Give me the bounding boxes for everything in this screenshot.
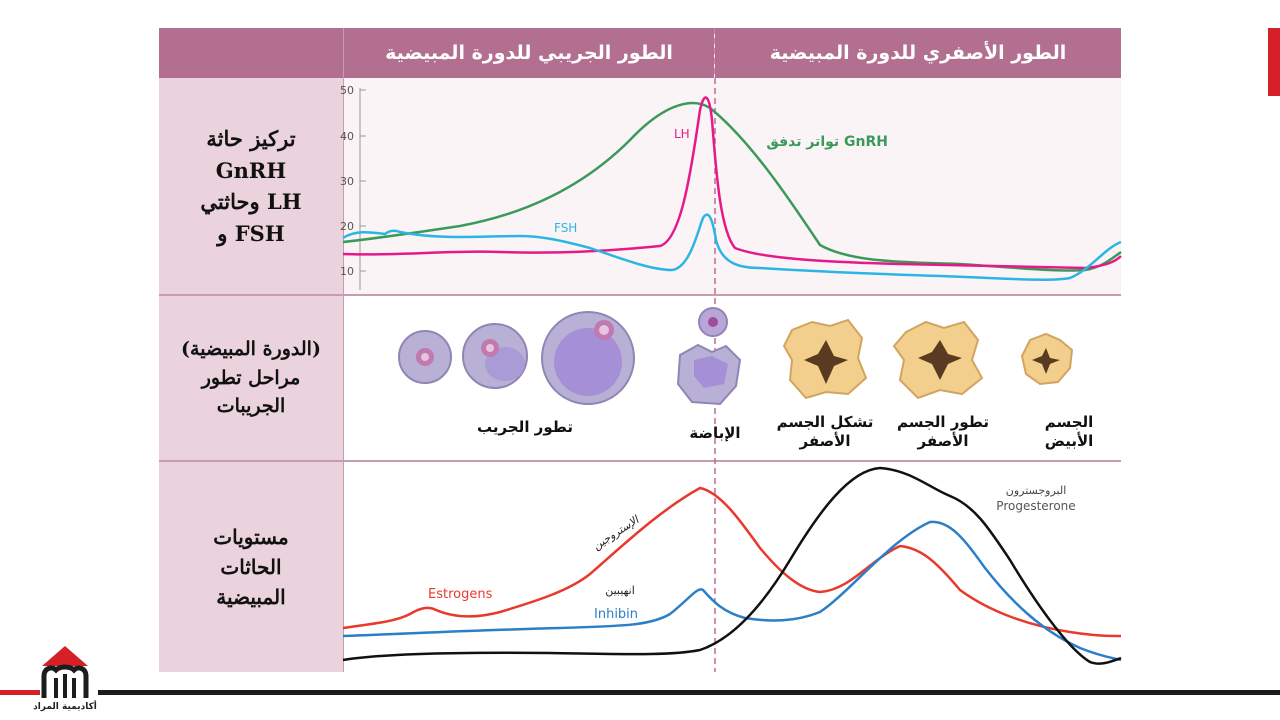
- progesterone-curve: [342, 466, 1122, 665]
- y-tick-label: 20: [340, 220, 354, 233]
- ovulation-cell: [676, 307, 742, 406]
- row-label-line: و FSH: [217, 220, 285, 246]
- row-label-ovarian: مستويات الحاثات المبيضية: [159, 462, 343, 672]
- estrogen-en-label: Estrogens: [428, 587, 493, 602]
- row-label-line: المبيضية: [216, 585, 286, 609]
- logo-text: أكاديمية المراد: [33, 702, 97, 712]
- stage-label-text: الأبيض: [1044, 431, 1094, 450]
- y-tick-label: 50: [340, 84, 354, 97]
- row-label-line: GnRH: [215, 157, 287, 183]
- inhibin-ar-label: انهيبين: [605, 584, 635, 597]
- header-follicular-phase: الطور الجريبي للدورة المبيضية: [344, 28, 714, 78]
- corpus-luteum-developing: [892, 320, 984, 400]
- fsh-curve: [342, 213, 1122, 281]
- row-label-line: الجريبات: [216, 395, 286, 418]
- y-tick-label: 40: [340, 130, 354, 143]
- follicle-cell-2: [462, 323, 528, 389]
- stage-label-text: الأصفر: [799, 431, 851, 450]
- estrogen-curve: [342, 486, 1122, 638]
- progesterone-en-label: Progesterone: [996, 499, 1075, 513]
- row-label-line: مراحل تطور: [201, 366, 301, 389]
- stage-label-text: تطور الجسم: [896, 413, 990, 431]
- stage-label-text: تشكل الجسم: [776, 413, 874, 431]
- corpus-luteum-forming: [782, 318, 868, 400]
- lh-label: LH: [674, 127, 690, 141]
- lh-curve: [342, 96, 1122, 270]
- stage-label-text: الأصفر: [917, 431, 969, 450]
- column-divider: [343, 28, 344, 672]
- follicle-cell-3: [541, 311, 635, 405]
- corpus-albicans: [1020, 332, 1074, 386]
- stage-corpus-development: تطور الجسم الأصفر: [888, 413, 998, 451]
- stage-corpus-albicans: الجسم الأبيض: [1024, 413, 1114, 451]
- bottom-plot-area: [343, 462, 1121, 672]
- footer-bar: [98, 690, 1280, 695]
- accent-bar-right: [1268, 28, 1280, 96]
- stage-label-text: الجسم: [1044, 413, 1094, 431]
- accent-bar-bottom-left: [0, 690, 40, 695]
- fsh-label: FSH: [554, 221, 577, 235]
- y-tick-label: 10: [340, 265, 354, 278]
- top-y-axis: 50 40 30 20 10: [340, 84, 366, 290]
- header-follicular-label: الطور الجريبي للدورة المبيضية: [385, 42, 673, 64]
- estrogen-ar-label: الإستروجين: [591, 512, 643, 552]
- stage-follicle-growth: تطور الجريب: [470, 418, 580, 437]
- progesterone-ar-label: البروجسترون: [1006, 484, 1067, 497]
- row-label-hormones: تركيز حاثة GnRH وحاثتي LH و FSH: [159, 78, 343, 294]
- stage-label-text: تطور الجريب: [477, 418, 573, 436]
- row-divider: [159, 460, 1121, 462]
- row-label-line: وحاثتي LH: [200, 189, 302, 214]
- stage-corpus-formation: تشكل الجسم الأصفر: [770, 413, 880, 451]
- row-label-line: تركيز حاثة: [206, 126, 296, 151]
- header-corner: [159, 28, 343, 78]
- inhibin-curve: [342, 520, 1122, 662]
- gnrh-curve: [342, 101, 1122, 272]
- stage-ovulation: الإباضة: [680, 424, 750, 443]
- y-tick-label: 30: [340, 175, 354, 188]
- follicle-cell-1: [398, 330, 452, 384]
- row-label-line: مستويات: [213, 525, 289, 549]
- row-label-line: الحاثات: [220, 555, 282, 579]
- row-label-line: (الدورة المبيضية): [181, 338, 321, 361]
- inhibin-en-label: Inhibin: [594, 607, 638, 622]
- top-plot-area: [343, 78, 1121, 294]
- row-divider: [159, 294, 1121, 296]
- academy-logo: [41, 646, 89, 698]
- header-luteal-phase: الطور الأصفري للدورة المبيضية: [715, 28, 1121, 78]
- header-luteal-label: الطور الأصفري للدورة المبيضية: [769, 42, 1067, 64]
- stage-label-text: الإباضة: [689, 424, 741, 442]
- row-label-follicle: (الدورة المبيضية) مراحل تطور الجريبات: [159, 296, 343, 460]
- gnrh-label: تواتر تدفق GnRH: [766, 134, 888, 150]
